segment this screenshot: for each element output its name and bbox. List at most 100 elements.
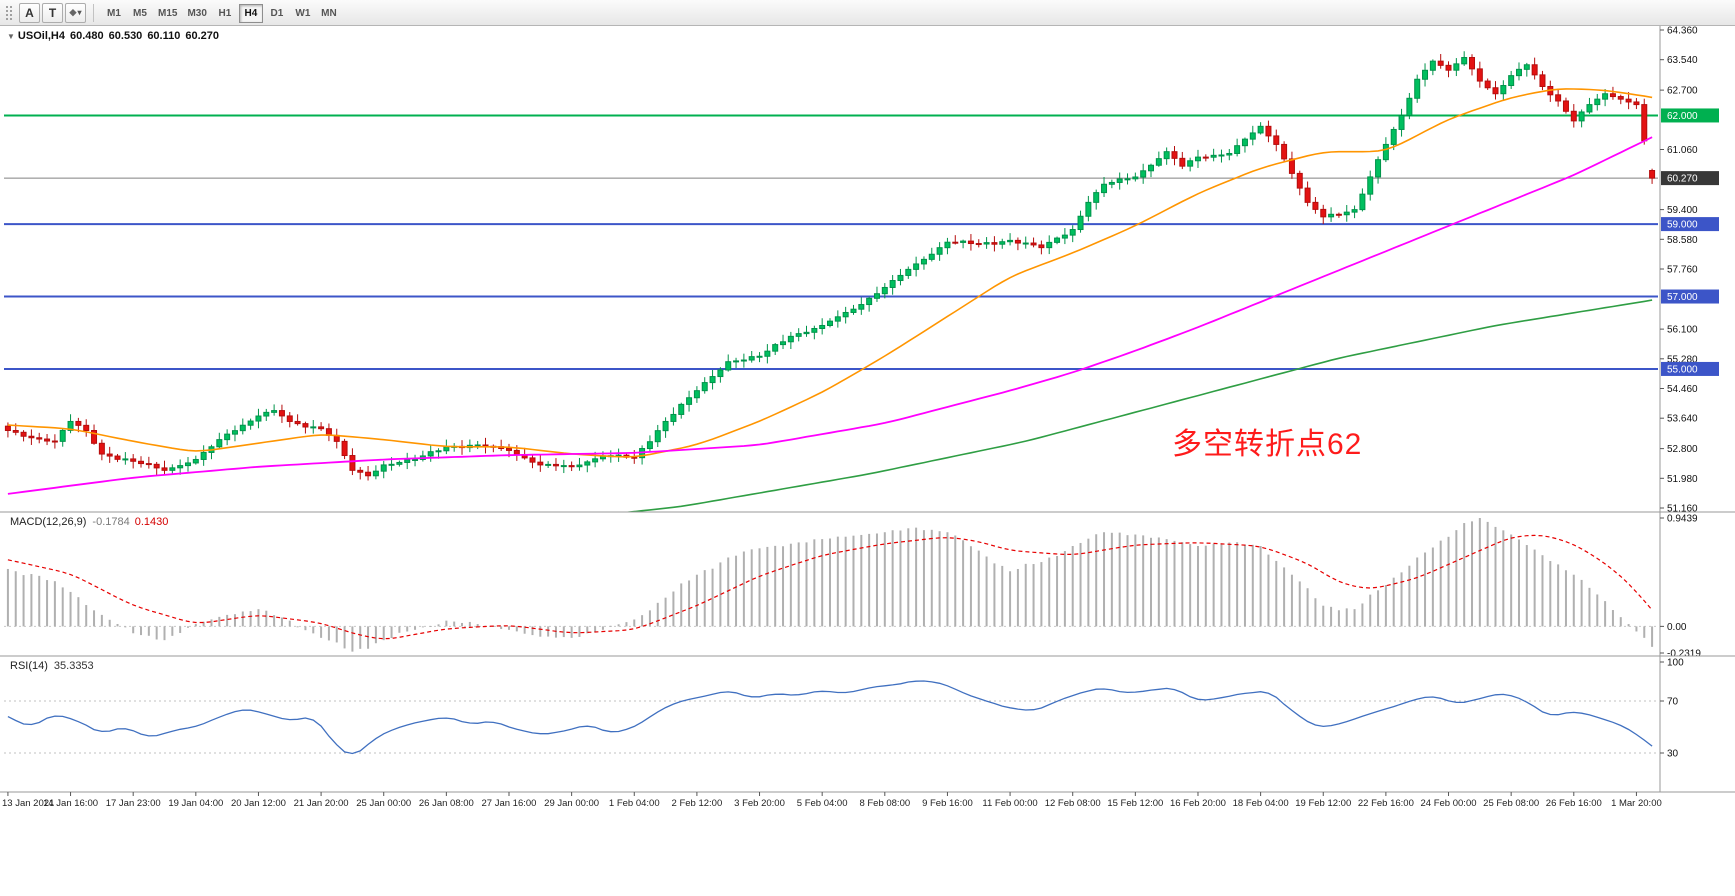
axis-label: -0.2319 [1667, 649, 1701, 660]
axis-label: 54.460 [1667, 384, 1698, 395]
time-label: 9 Feb 16:00 [922, 798, 973, 809]
axis-label: 64.360 [1667, 26, 1698, 37]
rsi-panel[interactable] [4, 680, 1660, 755]
time-label: 26 Feb 16:00 [1546, 798, 1602, 809]
chart-title: ▼ USOil,H4 60.480 60.530 60.110 60.270 [7, 30, 219, 42]
time-label: 29 Jan 00:00 [544, 798, 599, 809]
price-badge-62.000: 62.000 [1661, 108, 1719, 123]
main-price-panel[interactable] [4, 51, 1660, 528]
price-badge-59.000: 59.000 [1661, 217, 1719, 232]
timeframe-button-m30[interactable]: M30 [183, 4, 210, 23]
chart-canvas[interactable]: 64.360 63.540 62.700 61.060 59.400 58.580 57.7… [0, 26, 1735, 896]
price-badge-55.000: 55.000 [1661, 361, 1719, 376]
axis-label: 63.540 [1667, 55, 1698, 66]
axis-label: 62.700 [1667, 86, 1698, 97]
ohlc-open: 60.480 [70, 30, 104, 42]
timeframe-button-m15[interactable]: M15 [154, 4, 181, 23]
macd-panel[interactable] [4, 518, 1660, 652]
axis-label: 0.00 [1667, 622, 1687, 633]
macd-signal-value: 0.1430 [134, 516, 169, 528]
time-label: 11 Feb 00:00 [982, 798, 1037, 809]
rsi-value: 35.3353 [53, 660, 94, 672]
axis-label: 0.9439 [1667, 514, 1698, 525]
ma-fast-orange [7, 88, 1653, 458]
timeframe-button-d1[interactable]: D1 [265, 4, 289, 23]
axis-label: 61.060 [1667, 145, 1698, 156]
ma-mid-magenta [7, 136, 1653, 495]
time-label: 8 Feb 08:00 [859, 798, 910, 809]
axis-label: 53.640 [1667, 414, 1698, 425]
time-label: 5 Feb 04:00 [797, 798, 848, 809]
time-label: 25 Feb 08:00 [1483, 798, 1539, 809]
axis-label: 58.580 [1667, 235, 1698, 246]
time-label: 26 Jan 08:00 [419, 798, 474, 809]
timeframe-button-h4[interactable]: H4 [238, 3, 263, 23]
timeframe-button-w1[interactable]: W1 [291, 4, 315, 23]
text-tool-button[interactable]: T [42, 2, 63, 23]
axis-label: 56.100 [1667, 325, 1698, 336]
svg-text:59.000: 59.000 [1667, 220, 1698, 231]
symbol-period-label: USOil,H4 [17, 30, 65, 42]
time-label: 19 Feb 12:00 [1295, 798, 1351, 809]
rsi-title: RSI(14) 35.3353 [10, 660, 94, 672]
collapse-panel-icon[interactable]: ▼ [7, 32, 15, 41]
axis-label: 70 [1667, 697, 1679, 708]
timeframe-bar: M1 M5 M15 M30 H1 H4 D1 W1 MN [101, 3, 342, 23]
time-label: 13 Jan 2021 [2, 798, 54, 809]
time-label: 2 Feb 12:00 [672, 798, 723, 809]
time-label: 14 Jan 16:00 [43, 798, 98, 809]
time-label: 25 Jan 00:00 [356, 798, 411, 809]
time-label: 20 Jan 12:00 [231, 798, 286, 809]
macd-histogram [6, 518, 1654, 652]
time-label: 18 Feb 04:00 [1233, 798, 1289, 809]
price-badge-57.000: 57.000 [1661, 289, 1719, 304]
toolbar: A T ◆ ▾ M1 M5 M15 M30 H1 H4 D1 W1 MN [0, 0, 1735, 26]
ma-slow-green [622, 299, 1653, 512]
chart-annotation-text[interactable]: 多空转折点62 [1172, 428, 1363, 461]
svg-text:57.000: 57.000 [1667, 292, 1698, 303]
timeframe-button-m5[interactable]: M5 [128, 4, 152, 23]
time-label: 27 Jan 16:00 [482, 798, 537, 809]
time-label: 12 Feb 08:00 [1045, 798, 1101, 809]
time-label: 24 Feb 00:00 [1421, 798, 1477, 809]
svg-text:62.000: 62.000 [1667, 111, 1698, 122]
axis-label: 55.280 [1667, 354, 1698, 365]
time-label: 19 Jan 04:00 [168, 798, 223, 809]
timeframe-button-mn[interactable]: MN [317, 4, 341, 23]
rsi-label: RSI(14) [10, 660, 48, 672]
timeframe-button-h1[interactable]: H1 [213, 4, 237, 23]
price-axis[interactable]: 64.360 63.540 62.700 61.060 59.400 58.580 57.7… [1659, 26, 1719, 792]
svg-text:60.270: 60.270 [1667, 174, 1698, 185]
axis-label: 51.980 [1667, 474, 1698, 485]
rsi-line [7, 680, 1653, 755]
timeframe-button-m1[interactable]: M1 [102, 4, 126, 23]
shapes-icon: ◆ [69, 7, 77, 17]
macd-label: MACD(12,26,9) [10, 516, 87, 528]
ohlc-close: 60.270 [185, 30, 220, 42]
annotation-a-button[interactable]: A [19, 2, 40, 23]
ohlc-high: 60.530 [108, 30, 143, 42]
toolbar-drag-handle[interactable] [5, 4, 13, 21]
axis-label: 100 [1667, 658, 1684, 669]
time-label: 22 Feb 16:00 [1358, 798, 1414, 809]
time-label: 3 Feb 20:00 [734, 798, 785, 809]
axis-label: 52.800 [1667, 444, 1698, 455]
ohlc-low: 60.110 [147, 30, 181, 42]
time-label: 1 Feb 04:00 [609, 798, 660, 809]
macd-main-value: -0.1784 [92, 516, 130, 528]
axis-label: 30 [1667, 749, 1679, 760]
axis-label: 59.400 [1667, 205, 1698, 216]
time-label: 1 Mar 20:00 [1611, 798, 1662, 809]
shapes-dropdown-button[interactable]: ◆ ▾ [65, 2, 86, 23]
axis-label: 51.160 [1667, 504, 1698, 515]
svg-text:55.000: 55.000 [1667, 364, 1698, 375]
macd-title: MACD(12,26,9) -0.1784 0.1430 [10, 516, 168, 528]
time-label: 16 Feb 20:00 [1170, 798, 1226, 809]
candles [4, 51, 1656, 481]
toolbar-separator [93, 3, 94, 22]
axis-label: 57.760 [1667, 265, 1698, 276]
time-label: 17 Jan 23:00 [106, 798, 161, 809]
chevron-down-icon: ▾ [77, 8, 82, 17]
